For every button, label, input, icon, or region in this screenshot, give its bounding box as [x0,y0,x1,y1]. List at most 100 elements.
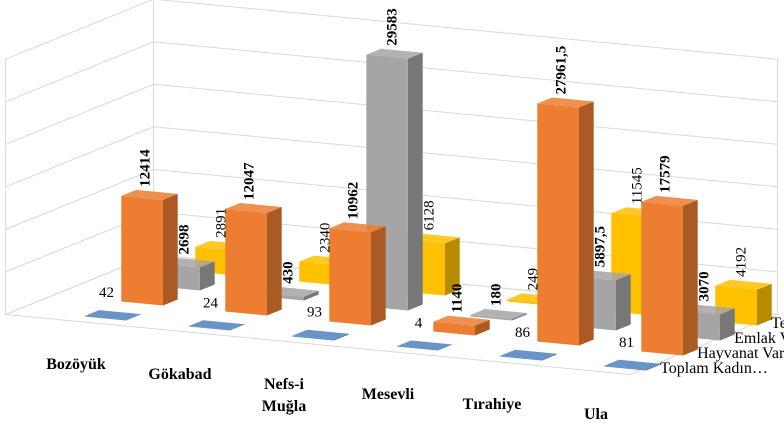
data-label: 2891 [214,208,230,238]
bar-front-face [433,321,475,336]
bar-side-face [719,308,735,341]
bar [84,310,141,321]
bar-side-face [645,363,661,371]
bar-front-face [225,209,267,316]
bar-front-face [470,315,512,321]
data-label: 12414 [138,149,154,187]
bar-top-face [537,97,594,108]
data-label: 6128 [422,200,438,230]
bar-front-face [329,228,371,326]
bar-top-face [715,279,772,290]
bar-side-face [229,324,245,331]
bar-side-face [162,193,178,306]
wall-edge [5,314,630,375]
data-label: 2340 [318,223,334,253]
bar [188,320,245,331]
bar-side-face [333,333,349,341]
bar [715,279,772,326]
bar [225,203,282,316]
series-label: Hayvanat Varlığı [697,345,784,362]
bar-side-face [682,199,698,356]
bar [121,189,178,306]
bar-side-face [474,319,490,336]
data-label: 27961,5 [554,46,570,95]
data-labels-layer: 2891 2340 6128 249 11545 4192 2698 430 29583 180 5… [99,8,750,351]
bar-side-face [615,274,631,331]
bar-side-face [266,207,282,316]
bar-top-face [225,203,282,213]
bar-top-face [292,329,349,340]
bar [329,222,386,326]
bar-top-face [641,195,698,206]
data-label: 5897,5 [593,226,609,267]
category-label: Nefs-i Muğla [262,376,306,415]
category-label: Gökabad [148,366,211,383]
bar [537,97,594,346]
bar-side-face [199,261,215,291]
data-label: 4192 [734,247,750,277]
category-label: Bozöyük [46,356,106,373]
data-label: 12047 [242,162,258,200]
series-label: Toplam Kadın… [660,360,768,377]
data-label: 42 [99,285,114,301]
data-label: 29583 [385,8,401,46]
bar [292,329,349,341]
bar-front-face [121,195,163,306]
data-label: 10962 [346,182,362,220]
series-label: Temettuatı [771,315,784,332]
bar-front-face [641,201,683,356]
bar-top-face [396,340,453,351]
data-label: 93 [307,305,322,321]
bar-front-face [604,365,646,371]
bar-top-face [188,320,245,331]
bar-side-face [407,52,423,311]
data-label: 1140 [450,284,466,313]
bar-top-face [121,189,178,200]
data-label: 24 [203,295,219,311]
bar [470,309,527,321]
bar-side-face [541,353,557,361]
data-label: 180 [489,283,505,306]
category-label: Mesevli [362,386,415,403]
bar-top-face [604,359,661,370]
data-label: 86 [515,325,531,341]
series-axis: Toplam Kadın…Hayvanat VarlığıEmlak Varlı… [660,315,784,377]
bar-top-face [84,310,141,321]
data-label: 249 [526,268,542,291]
bar [604,359,661,371]
data-label: 430 [281,261,297,284]
series-label: Emlak Varlığı [734,330,784,347]
category-axis: Bozöyük Gökabad Nefs-i Muğla Mesevli Tırahiye… [46,356,608,423]
bar [641,195,698,356]
bar-front-face [84,316,126,321]
bar-side-face [511,313,527,321]
data-label: 11545 [630,167,646,204]
data-label: 17579 [658,155,674,193]
bar-front-face [292,335,334,341]
data-label: 2698 [177,225,193,255]
bar-front-face [500,355,542,361]
bar-top-face [366,48,423,59]
bar [396,340,453,351]
bar-top-face [500,349,557,360]
bar-side-face [756,283,772,326]
bar-side-face [125,314,141,321]
data-label: 81 [619,335,634,351]
data-label: 3070 [697,271,713,301]
bar-top-face [329,222,386,233]
bar [500,349,557,361]
bar-front-face [537,103,579,346]
bar-front-face [188,326,230,331]
bar-side-face [303,290,319,301]
bar-top-face [433,315,490,326]
gridline [5,0,778,60]
bar [433,315,490,336]
bar-top-face [470,309,527,319]
bar-side-face [444,237,460,296]
category-label: Ula [584,406,608,423]
data-label: 4 [415,315,423,331]
bar-side-face [578,101,594,346]
bar-side-face [370,226,386,326]
